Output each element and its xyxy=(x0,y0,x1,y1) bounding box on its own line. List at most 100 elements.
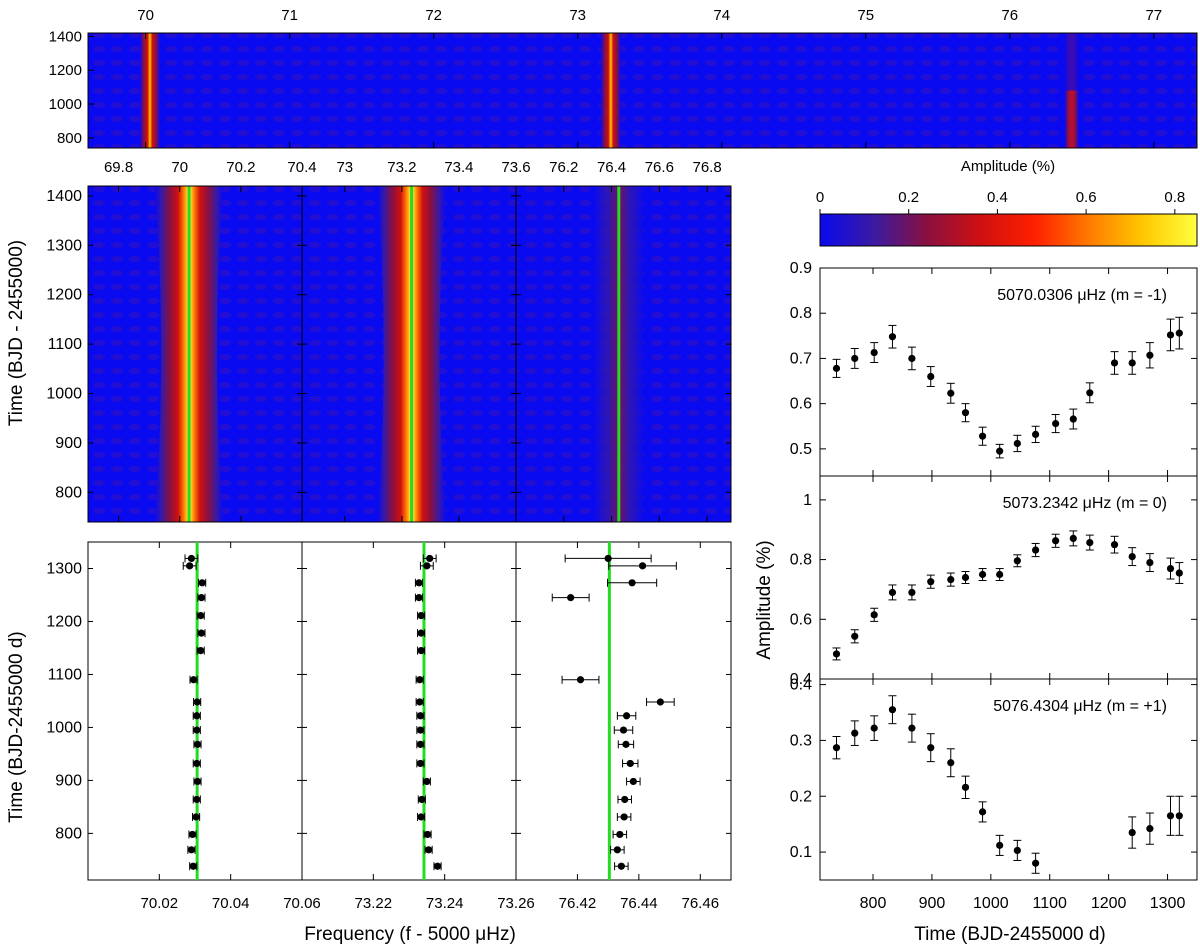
amp-data-point xyxy=(1069,534,1077,542)
zoom-y-tick-label: 1400 xyxy=(46,188,82,205)
amp-ylabel: Amplitude (%) xyxy=(754,540,775,659)
amp-data-point xyxy=(1146,558,1154,567)
amp-data-point xyxy=(1110,541,1119,549)
amp-data-point xyxy=(1128,359,1136,367)
freq-data-point xyxy=(423,777,431,786)
freq-y-tick-label: 900 xyxy=(55,772,82,789)
amp-data-point xyxy=(1146,351,1154,359)
amplitude-colorbar: 0 0.2 0.4 0.6 0.8 xyxy=(816,189,1198,247)
amp-data-point xyxy=(888,333,897,341)
amp-data-point xyxy=(832,744,841,752)
zoom-x-tick-label: 76.8 xyxy=(693,159,722,176)
amp-y-tick-label: 0.8 xyxy=(790,305,812,322)
amp-data-point xyxy=(870,724,878,732)
amp-data-point xyxy=(927,744,935,752)
colorbar-tick-label: 0.4 xyxy=(987,189,1008,206)
amp-data-point xyxy=(851,632,859,640)
amp-panel-frame xyxy=(819,267,1198,477)
amp-data-point xyxy=(1069,415,1077,423)
top-x-tick-label: 71 xyxy=(281,7,298,24)
top-strip-heatmap: 70 71 72 73 74 75 76 77 1400 1200 1000 800 xyxy=(49,7,1198,149)
amp-data-point xyxy=(1052,419,1060,428)
top-strip-frame xyxy=(87,32,1198,149)
freq-x-tick-label: 70.04 xyxy=(212,895,250,912)
freq-data-point xyxy=(417,813,425,821)
freq-data-point xyxy=(192,813,200,821)
zoom-x-tick-label: 76.4 xyxy=(597,159,626,176)
amp-y-tick-label: 0.5 xyxy=(790,441,812,458)
amp-y-tick-label: 0.2 xyxy=(790,788,812,805)
amp-y-tick-label: 0.4 xyxy=(790,671,812,688)
amp-x-tick-label: 1000 xyxy=(973,895,1009,912)
freq-data-point xyxy=(416,759,425,768)
freq-data-point xyxy=(193,795,201,804)
amp-data-point xyxy=(1031,430,1040,438)
amp-data-point xyxy=(927,578,935,586)
freq-x-tick-label: 70.06 xyxy=(283,895,321,912)
freq-data-point xyxy=(193,759,201,768)
amp-data-point xyxy=(947,759,955,767)
freq-xlabel: Frequency (f - 5000 μHz) xyxy=(304,924,516,945)
amp-panel-frame xyxy=(819,678,1198,881)
top-x-tick-label: 70 xyxy=(137,7,154,24)
freq-data-point xyxy=(626,759,634,768)
top-x-tick-label: 76 xyxy=(1001,7,1018,24)
freq-data-point xyxy=(193,712,201,720)
amp-data-point xyxy=(961,783,970,791)
freq-data-point xyxy=(617,862,625,870)
amp-data-point xyxy=(1175,812,1183,820)
freq-data-point xyxy=(425,846,433,854)
amplitude-vs-time-panels: 5070.0306 μHz (m = -1) 0.5 0.6 0.7 0.8 0.9 507… xyxy=(790,260,1198,912)
freq-data-point xyxy=(622,740,630,748)
freq-data-point xyxy=(616,830,624,839)
amp-data-point xyxy=(996,447,1004,455)
zoom-x-tick-label: 76.6 xyxy=(645,159,674,176)
freq-data-point xyxy=(415,579,423,587)
freq-x-tick-label: 73.24 xyxy=(426,895,464,912)
freq-data-point xyxy=(656,698,664,706)
colorbar-tick-label: 0 xyxy=(816,189,824,206)
freq-x-tick-label: 70.02 xyxy=(141,895,179,912)
amp-x-tick-label: 1100 xyxy=(1033,895,1068,912)
amp-data-point xyxy=(1128,553,1136,561)
freq-data-point xyxy=(638,562,647,570)
zoom-y-tick-label: 1000 xyxy=(46,386,82,403)
freq-x-tick-label: 76.46 xyxy=(682,895,720,912)
freq-x-tick-label: 73.26 xyxy=(497,895,535,912)
freq-data-point xyxy=(613,846,621,854)
colorbar-tick-label: 0.8 xyxy=(1164,189,1185,206)
zoom-y-tick-label: 900 xyxy=(55,435,82,452)
amp-x-tick-label: 1300 xyxy=(1150,895,1186,912)
amp-y-tick-label: 0.9 xyxy=(790,260,812,277)
frequency-vs-time-panels: 70.02 70.04 70.06 73.22 73.24 73.26 76.42 76.44… xyxy=(46,541,732,912)
freq-data-point xyxy=(197,629,206,637)
freq-data-point xyxy=(418,795,426,804)
freq-panel-frame xyxy=(515,541,732,881)
freq-data-point xyxy=(417,612,425,620)
zoom-x-tick-label: 73 xyxy=(336,159,353,176)
amp-y-tick-label: 0.8 xyxy=(790,552,812,569)
top-y-tick-label: 800 xyxy=(57,130,82,147)
amp-panel-label: 5076.4304 μHz (m = +1) xyxy=(993,698,1167,715)
freq-data-point xyxy=(628,579,636,587)
zoom-x-tick-label: 70.4 xyxy=(287,159,316,176)
amp-y-tick-label: 0.1 xyxy=(790,844,812,861)
amp-data-point xyxy=(961,409,970,417)
zoom-heatmaps: 69.8 70 70.2 70.4 73 73.2 73.4 73.6 76.2 76.4 76.6… xyxy=(46,159,732,523)
freq-y-tick-label: 800 xyxy=(55,825,82,842)
freq-data-point xyxy=(417,647,425,655)
amp-data-point xyxy=(961,573,970,582)
amp-data-point xyxy=(888,588,897,597)
freq-data-point xyxy=(189,862,197,870)
freq-ylabel: Time (BJD-2455000 d) xyxy=(6,631,27,822)
zoom-y-tick-label: 1200 xyxy=(46,287,82,304)
freq-data-point xyxy=(198,579,206,587)
zoom-x-tick-label: 73.2 xyxy=(387,159,416,176)
colorbar-tick-label: 0.6 xyxy=(1076,189,1097,206)
zoom-y-tick-label: 1100 xyxy=(48,336,83,353)
amp-data-point xyxy=(908,724,916,732)
amp-data-point xyxy=(1013,557,1021,565)
freq-data-point xyxy=(416,712,425,720)
freq-data-point xyxy=(197,647,205,655)
